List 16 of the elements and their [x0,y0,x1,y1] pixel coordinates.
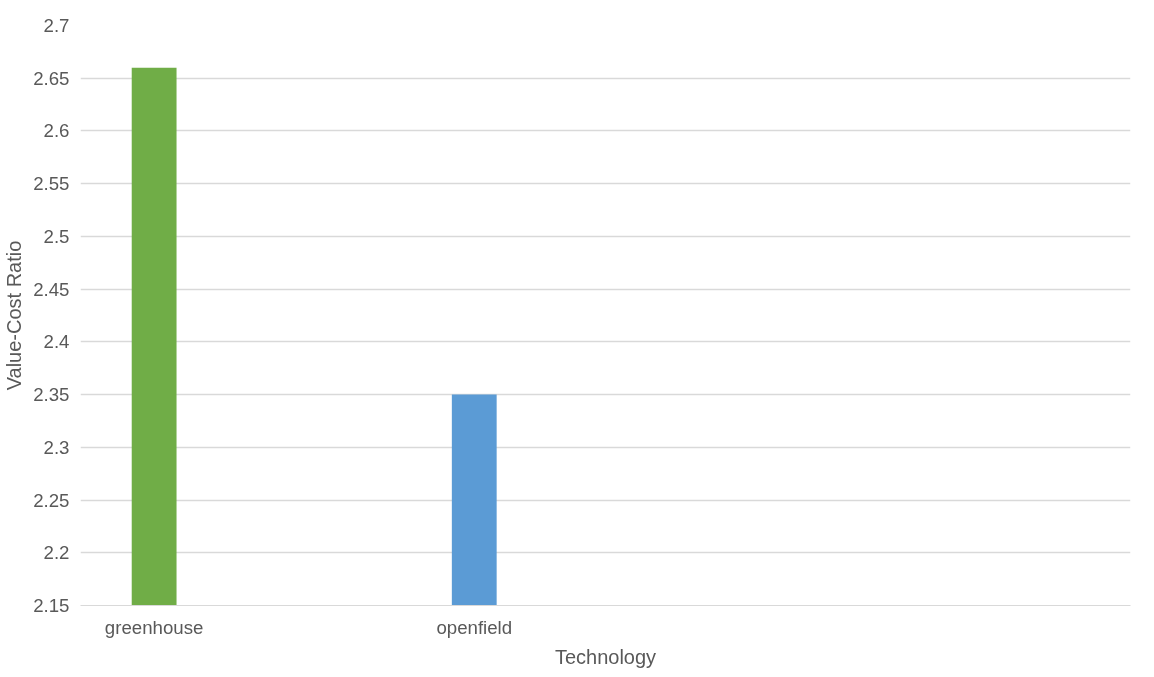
y-axis-title: Value-Cost Ratio [3,240,26,391]
y-tick-label: 2.3 [43,436,70,458]
y-tick-label: 2.25 [33,489,70,511]
y-tick-label: 2.15 [33,595,70,616]
x-tick-label: openfield [436,616,513,638]
y-tick-label: 2.65 [33,67,70,89]
x-axis-title: Technology [554,645,657,668]
y-tick-label: 2.7 [43,15,70,36]
y-tick-label: 2.35 [33,384,70,406]
y-tick-label: 2.6 [43,120,70,142]
y-tick-label: 2.4 [43,331,70,353]
y-tick-label: 2.2 [43,542,70,564]
y-tick-label: 2.55 [33,173,70,195]
y-tick-label: 2.45 [33,278,70,300]
x-tick-label: greenhouse [104,616,204,638]
y-tick-label: 2.5 [43,225,70,247]
